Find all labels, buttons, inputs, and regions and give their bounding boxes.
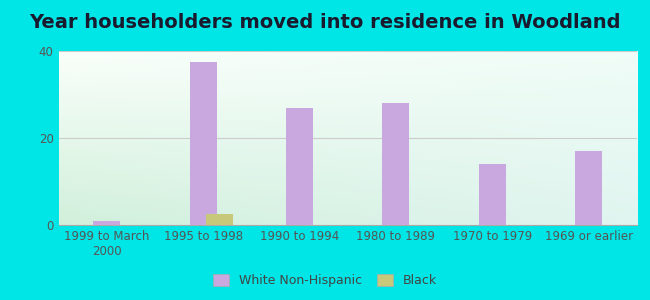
Bar [190,62,216,225]
Legend: White Non-Hispanic, Black: White Non-Hispanic, Black [209,270,441,291]
Bar [286,107,313,225]
Text: Year householders moved into residence in Woodland: Year householders moved into residence i… [29,14,621,32]
Bar [575,151,603,225]
Bar [206,214,233,225]
Bar [93,221,120,225]
Bar [382,103,410,225]
Bar [479,164,506,225]
